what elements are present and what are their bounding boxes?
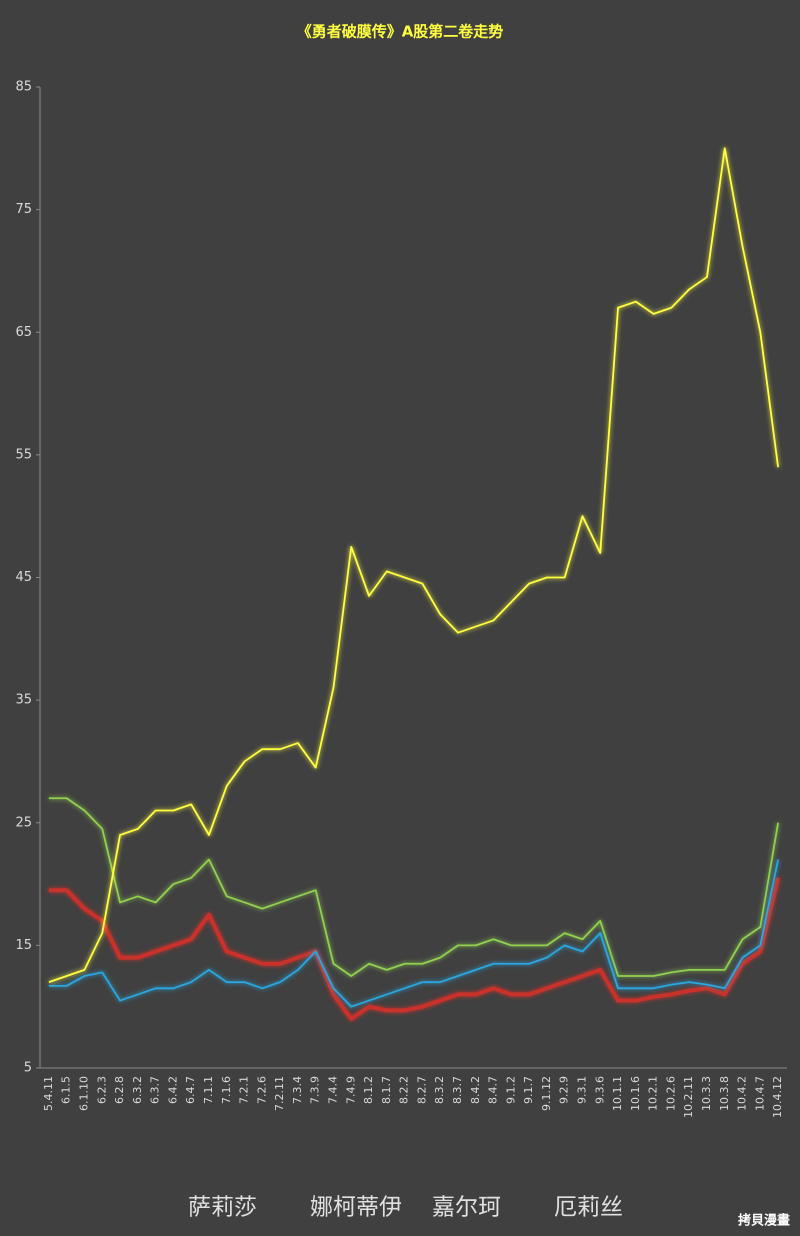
x-tick-label: 7.1.6 <box>220 1076 233 1104</box>
x-tick-label: 5.4.11 <box>42 1076 55 1111</box>
x-tick-label: 10.4.7 <box>753 1076 766 1111</box>
x-tick-label: 6.4.2 <box>166 1076 179 1104</box>
y-tick-label: 55 <box>15 447 32 462</box>
legend-label: 嘉尔珂 <box>432 1195 501 1221</box>
watermark: 拷貝漫畫 <box>738 1213 790 1229</box>
x-tick-label: 7.2.6 <box>255 1076 268 1104</box>
x-tick-label: 8.3.2 <box>433 1076 446 1104</box>
legend-label: 娜柯蒂伊 <box>310 1195 402 1221</box>
legend-label: 萨莉莎 <box>188 1195 257 1221</box>
y-tick-label: 45 <box>15 570 32 585</box>
x-tick-label: 9.3.1 <box>575 1076 588 1104</box>
series-line <box>48 147 779 984</box>
series-line <box>48 859 779 1008</box>
y-tick-label: 25 <box>15 815 32 830</box>
x-tick-label: 6.3.7 <box>149 1076 162 1104</box>
x-tick-label: 7.1.1 <box>202 1076 215 1104</box>
x-tick-label: 6.1.10 <box>77 1076 90 1111</box>
legend-label: 厄莉丝 <box>554 1195 623 1221</box>
x-tick-label: 7.4.4 <box>326 1076 339 1104</box>
x-tick-label: 8.4.7 <box>487 1076 500 1104</box>
x-tick-label: 7.3.4 <box>291 1076 304 1104</box>
y-tick-label: 15 <box>15 938 32 953</box>
x-tick-label: 8.1.7 <box>380 1076 393 1104</box>
x-tick-label: 10.1.6 <box>629 1076 642 1111</box>
x-tick-label: 6.2.3 <box>95 1076 108 1104</box>
x-tick-label: 10.4.2 <box>736 1076 749 1111</box>
x-tick-label: 10.4.12 <box>771 1076 784 1118</box>
x-tick-label: 8.4.2 <box>469 1076 482 1104</box>
x-tick-label: 10.2.11 <box>682 1076 695 1118</box>
x-tick-label: 6.1.5 <box>60 1076 73 1104</box>
y-tick-label: 5 <box>24 1061 32 1076</box>
x-tick-label: 10.2.1 <box>647 1076 660 1111</box>
x-tick-label: 10.3.8 <box>718 1076 731 1111</box>
y-tick-label: 35 <box>15 693 32 708</box>
x-tick-label: 6.4.7 <box>184 1076 197 1104</box>
chart-title: 《勇者破膜传》A股第二卷走势 <box>297 23 504 41</box>
x-tick-label: 10.2.6 <box>664 1076 677 1111</box>
x-tick-label: 9.1.12 <box>540 1076 553 1111</box>
y-tick-label: 65 <box>15 325 32 340</box>
x-tick-label: 8.1.2 <box>362 1076 375 1104</box>
x-tick-label: 10.1.1 <box>611 1076 624 1111</box>
y-tick-label: 75 <box>15 202 32 217</box>
x-tick-label: 6.3.2 <box>131 1076 144 1104</box>
x-tick-label: 7.2.11 <box>273 1076 286 1111</box>
x-tick-label: 9.3.6 <box>593 1076 606 1104</box>
x-tick-label: 8.3.7 <box>451 1076 464 1104</box>
x-tick-label: 7.2.1 <box>238 1076 251 1104</box>
x-tick-label: 7.3.9 <box>309 1076 322 1104</box>
x-tick-label: 6.2.8 <box>113 1076 126 1104</box>
x-tick-label: 9.1.2 <box>504 1076 517 1104</box>
series-line <box>48 877 781 1021</box>
series-line <box>48 797 779 977</box>
x-tick-label: 9.2.9 <box>558 1076 571 1104</box>
y-tick-label: 85 <box>15 80 32 95</box>
x-tick-label: 8.2.2 <box>398 1076 411 1104</box>
x-tick-label: 10.3.3 <box>700 1076 713 1111</box>
x-tick-label: 8.2.7 <box>415 1076 428 1104</box>
x-tick-label: 9.1.7 <box>522 1076 535 1104</box>
x-tick-label: 7.4.9 <box>344 1076 357 1104</box>
